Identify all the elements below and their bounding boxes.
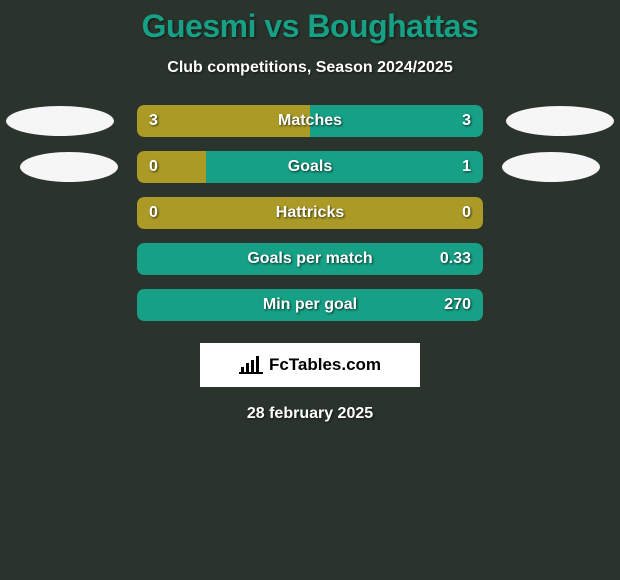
bar-player1 bbox=[137, 151, 206, 183]
bar-track: 0 Hattricks 0 bbox=[137, 197, 483, 229]
value-right: 1 bbox=[462, 158, 471, 176]
player1-marker bbox=[20, 152, 118, 182]
bar-track: Min per goal 270 bbox=[137, 289, 483, 321]
subtitle: Club competitions, Season 2024/2025 bbox=[0, 59, 620, 77]
value-left: 0 bbox=[149, 158, 158, 176]
player2-marker bbox=[506, 106, 614, 136]
page-title: Guesmi vs Boughattas bbox=[0, 8, 620, 45]
value-right: 0 bbox=[462, 204, 471, 222]
stat-row-matches: 3 Matches 3 bbox=[0, 105, 620, 137]
bar-player2 bbox=[206, 151, 483, 183]
value-right: 270 bbox=[444, 296, 471, 314]
bar-track: 0 Goals 1 bbox=[137, 151, 483, 183]
stat-row-goals: 0 Goals 1 bbox=[0, 151, 620, 183]
player2-marker bbox=[502, 152, 600, 182]
brand-text: FcTables.com bbox=[269, 355, 381, 375]
brand-box: FcTables.com bbox=[200, 343, 420, 387]
value-right: 3 bbox=[462, 112, 471, 130]
value-left: 3 bbox=[149, 112, 158, 130]
comparison-card: Guesmi vs Boughattas Club competitions, … bbox=[0, 0, 620, 423]
stat-label: Goals bbox=[288, 158, 332, 176]
stat-label: Goals per match bbox=[247, 250, 372, 268]
stat-row-hattricks: 0 Hattricks 0 bbox=[0, 197, 620, 229]
stat-label: Min per goal bbox=[263, 296, 357, 314]
date-text: 28 february 2025 bbox=[0, 405, 620, 423]
stat-row-goals-per-match: Goals per match 0.33 bbox=[0, 243, 620, 275]
bar-track: 3 Matches 3 bbox=[137, 105, 483, 137]
value-left: 0 bbox=[149, 204, 158, 222]
stat-row-min-per-goal: Min per goal 270 bbox=[0, 289, 620, 321]
bar-chart-icon bbox=[239, 355, 263, 375]
value-right: 0.33 bbox=[440, 250, 471, 268]
stats-area: 3 Matches 3 0 Goals 1 0 Hattricks bbox=[0, 105, 620, 321]
bar-track: Goals per match 0.33 bbox=[137, 243, 483, 275]
stat-label: Hattricks bbox=[276, 204, 344, 222]
stat-label: Matches bbox=[278, 112, 342, 130]
player1-marker bbox=[6, 106, 114, 136]
